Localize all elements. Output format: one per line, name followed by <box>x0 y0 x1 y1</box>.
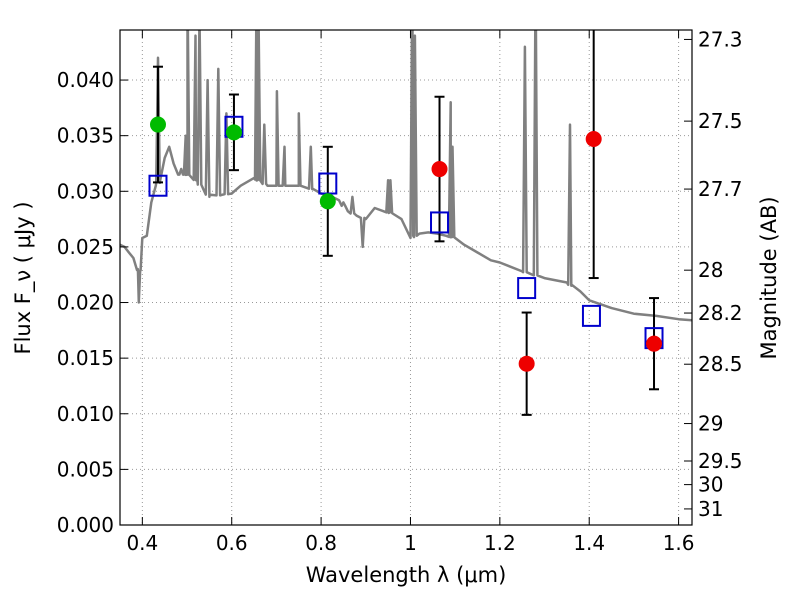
y-tick-label: 0.020 <box>57 291 114 315</box>
y-tick-label: 0.035 <box>57 124 114 148</box>
x-axis-ticks: 0.4 0.6 0.8 1 1.2 1.4 1.6 <box>126 30 695 555</box>
y2-tick-label: 31 <box>698 497 723 521</box>
data-points <box>148 115 664 372</box>
y2-axis-title: Magnitude (AB) <box>757 196 781 359</box>
model-spectrum <box>120 30 692 322</box>
plot-background <box>120 30 692 525</box>
x-tick-label: 1 <box>404 531 417 555</box>
red-data-point <box>585 131 602 148</box>
y2-tick-label: 27.5 <box>698 109 743 133</box>
y-tick-label: 0.030 <box>57 179 114 203</box>
y-tick-label: 0.010 <box>57 402 114 426</box>
y-axis-ticks: 0.000 0.005 0.010 0.015 0.020 0.025 0.030 0.035… <box>57 68 128 537</box>
green-data-point <box>319 193 336 210</box>
x-tick-label: 1.2 <box>484 531 516 555</box>
x-axis-title: Wavelength λ (μm) <box>306 563 507 587</box>
y2-tick-label: 29 <box>698 412 723 436</box>
x-tick-label: 1.4 <box>573 531 605 555</box>
y2-tick-label: 30 <box>698 473 723 497</box>
plot-frame <box>119 29 693 526</box>
model-band-square <box>517 277 537 300</box>
red-data-point <box>646 335 663 352</box>
green-data-point <box>225 124 242 141</box>
x-tick-label: 0.4 <box>126 531 158 555</box>
y2-tick-label: 28.5 <box>698 352 743 376</box>
x-tick-label: 1.6 <box>663 531 695 555</box>
model-band-square <box>581 304 601 327</box>
y2-tick-label: 29.5 <box>698 449 743 473</box>
y-axis-title: Flux F_ν ( μJy ) <box>11 201 36 354</box>
green-data-point <box>149 116 166 133</box>
model-band-square <box>148 174 168 197</box>
y-tick-label: 0.005 <box>57 457 114 481</box>
y2-tick-label: 28.2 <box>698 301 743 325</box>
y-tick-label: 0.015 <box>57 346 114 370</box>
y2-tick-label: 27.3 <box>698 27 743 51</box>
red-data-point <box>518 355 535 372</box>
x-tick-label: 0.8 <box>305 531 337 555</box>
y2-tick-label: 28 <box>698 258 723 282</box>
y2-tick-label: 27.7 <box>698 177 743 201</box>
y-tick-label: 0.025 <box>57 235 114 259</box>
y-tick-label: 0.000 <box>57 513 114 537</box>
y-tick-label: 0.040 <box>57 68 114 92</box>
x-tick-label: 0.6 <box>216 531 248 555</box>
red-data-point <box>431 161 448 178</box>
model-spectrum-line <box>120 30 692 322</box>
model-band-square <box>430 211 450 234</box>
